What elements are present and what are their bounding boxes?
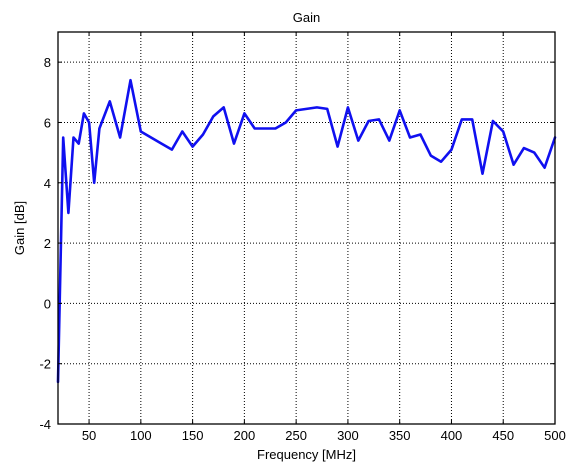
y-tick-label: -4 xyxy=(39,417,51,432)
x-tick-label: 450 xyxy=(492,428,514,443)
x-axis-label: Frequency [MHz] xyxy=(257,447,356,462)
x-tick-label: 250 xyxy=(285,428,307,443)
y-axis-label: Gain [dB] xyxy=(12,201,27,255)
x-tick-label: 400 xyxy=(441,428,463,443)
y-tick-label: 6 xyxy=(44,115,51,130)
series-line-gain xyxy=(56,78,557,384)
y-tick-label: 8 xyxy=(44,55,51,70)
x-tick-label: 100 xyxy=(130,428,152,443)
x-tick-label: 500 xyxy=(544,428,566,443)
x-tick-label: 50 xyxy=(82,428,96,443)
y-tick-label: 4 xyxy=(44,176,51,191)
tick-layer: 50 100 150 200 250 300 350 400 450 500 -4 -2 0 2 4 6 8 xyxy=(39,32,566,443)
y-tick-label: 2 xyxy=(44,236,51,251)
x-tick-label: 350 xyxy=(389,428,411,443)
x-tick-label: 200 xyxy=(234,428,256,443)
y-tick-label: 0 xyxy=(44,296,51,311)
plot-frame xyxy=(57,31,556,425)
y-tick-label: -2 xyxy=(39,357,51,372)
chart-title: Gain xyxy=(293,10,320,25)
x-tick-label: 150 xyxy=(182,428,204,443)
x-tick-label: 300 xyxy=(337,428,359,443)
